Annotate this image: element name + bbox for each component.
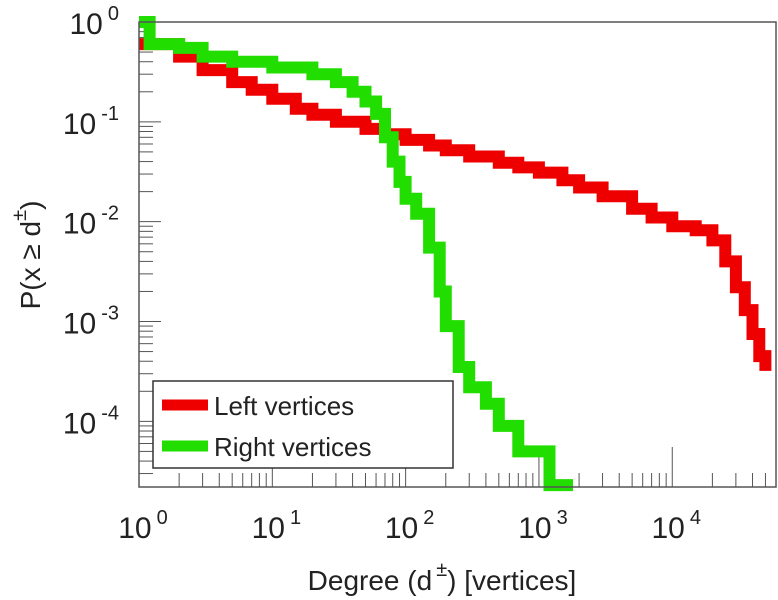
legend-label-right-vertices: Right vertices — [214, 432, 372, 462]
x-tick-label: 10 2 — [385, 507, 435, 545]
legend-label-left-vertices: Left vertices — [214, 391, 354, 421]
series-line-right-vertices — [139, 16, 573, 492]
axis-box — [138, 21, 777, 488]
legend: Left vertices Right vertices — [152, 380, 454, 469]
y-axis-title: P(x ≥ d±) — [9, 201, 46, 310]
x-tick-label: 10 1 — [252, 507, 302, 545]
series-line-left-vertices — [139, 38, 772, 371]
y-tick-label: 10 -3 — [63, 303, 119, 341]
y-tick-label: 10 -2 — [63, 203, 119, 241]
x-tick-label: 10 0 — [118, 507, 168, 545]
y-tick-label: 10 -1 — [63, 103, 119, 141]
legend-box — [152, 380, 454, 469]
y-tick-label: 10 -4 — [63, 402, 119, 440]
y-tick-label: 10 0 — [70, 3, 120, 41]
x-tick-label: 10 3 — [518, 507, 568, 545]
x-axis-title: Degree (d ±) [vertices] — [308, 559, 577, 596]
plot-series — [139, 16, 772, 492]
tick-labels: 10 0 10 1 10 2 10 3 10 4 10 0 10 -1 10 -2 10 -3 10 -4 — [63, 3, 701, 545]
x-tick-label: 10 4 — [652, 507, 702, 545]
